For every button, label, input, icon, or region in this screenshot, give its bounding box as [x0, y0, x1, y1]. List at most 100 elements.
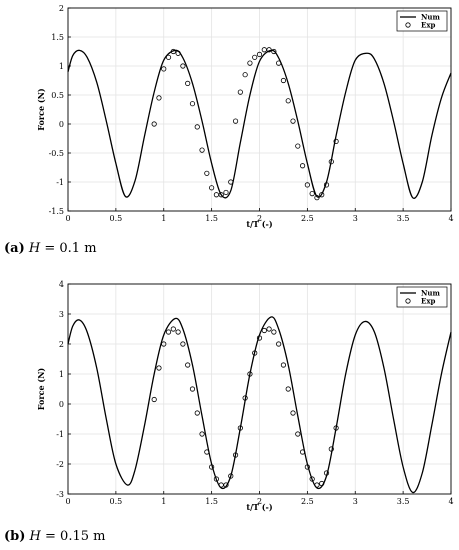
- x-axis-label: t/T (-): [246, 219, 272, 229]
- x-tick-label: 0: [65, 497, 70, 506]
- data-point-exp: [175, 50, 181, 56]
- x-tick-label: 0.5: [110, 497, 123, 506]
- x-tick-label: 2.5: [301, 497, 314, 506]
- data-point-exp: [161, 341, 167, 347]
- y-tick-label: 3: [59, 310, 64, 319]
- caption-b-var: H: [29, 529, 41, 544]
- chart-1: 0 0.5 1 1.5 2 2.5 3 3.5 4 -3 -2 -1 0 1 2 3 4 t/T (-) Force…: [36, 280, 454, 512]
- legend-label: Exp: [421, 297, 436, 306]
- caption-a-tag: (a): [4, 241, 25, 256]
- data-point-exp: [218, 192, 224, 198]
- x-tick-label: 3.5: [397, 214, 410, 223]
- data-point-exp: [333, 425, 339, 431]
- x-tick-label: 0: [65, 214, 70, 223]
- legend-label: Num: [421, 289, 440, 298]
- x-tick-label: 1: [161, 214, 166, 223]
- data-point-exp: [189, 386, 196, 392]
- data-point-exp: [228, 473, 234, 479]
- data-point-exp: [213, 192, 220, 198]
- data-point-exp: [228, 179, 234, 185]
- data-point-exp: [199, 431, 205, 437]
- data-point-exp: [285, 386, 291, 392]
- data-point-exp: [209, 464, 215, 470]
- data-point-exp: [175, 329, 181, 335]
- data-point-exp: [242, 72, 248, 78]
- x-tick-label: 0.5: [110, 214, 123, 223]
- data-point-exp: [252, 350, 258, 356]
- y-tick-label: -2: [56, 460, 64, 469]
- data-point-exp: [295, 143, 301, 149]
- data-point-exp: [256, 335, 263, 341]
- data-point-exp: [247, 371, 253, 377]
- x-tick-label: 4: [448, 214, 453, 223]
- x-tick-label: 2: [257, 497, 262, 506]
- data-point-exp: [280, 77, 287, 84]
- data-point-exp: [204, 170, 210, 176]
- series-line-num: [67, 49, 452, 199]
- plot-frame: [67, 283, 452, 495]
- data-point-exp: [156, 365, 162, 371]
- data-point-exp: [290, 118, 296, 124]
- data-point-exp: [276, 60, 282, 66]
- data-point-exp: [252, 54, 258, 60]
- series-line-num: [67, 316, 452, 494]
- data-point-exp: [156, 95, 162, 101]
- data-point-exp: [285, 98, 291, 104]
- caption-a-eq: = 0.1 m: [44, 241, 97, 256]
- data-point-exp: [194, 124, 200, 130]
- data-point-exp: [256, 51, 263, 58]
- data-point-exp: [180, 63, 186, 69]
- legend-label: Exp: [421, 21, 436, 30]
- x-tick-label: 3: [353, 214, 358, 223]
- x-tick-label: 4: [448, 497, 453, 506]
- data-point-exp: [261, 327, 267, 334]
- caption-b-eq: = 0.15 m: [45, 529, 106, 544]
- data-point-exp: [319, 192, 325, 198]
- data-point-exp: [199, 147, 205, 153]
- data-point-exp: [309, 476, 315, 482]
- y-tick-label: -0.5: [49, 149, 64, 158]
- data-point-exp: [204, 449, 210, 455]
- x-tick-label: 3: [353, 497, 358, 506]
- y-axis-label: Force (N): [36, 368, 46, 411]
- data-point-exp: [299, 163, 306, 169]
- x-axis-label: t/T (-): [246, 502, 272, 512]
- data-point-exp: [247, 60, 253, 66]
- legend-marker-swatch: [405, 298, 411, 304]
- data-point-exp: [333, 138, 339, 144]
- legend-box: [396, 10, 448, 32]
- data-point-exp: [261, 47, 267, 53]
- data-point-exp: [170, 48, 176, 55]
- data-point-exp: [304, 464, 310, 470]
- y-tick-label: 2: [59, 4, 64, 13]
- data-point-exp: [213, 476, 220, 482]
- data-point-exp: [237, 89, 243, 95]
- caption-a-var: H: [28, 241, 41, 256]
- y-tick-label: -1: [56, 430, 64, 439]
- data-point-exp: [237, 425, 243, 431]
- data-point-exp: [314, 482, 320, 488]
- plot-frame: [67, 7, 452, 212]
- data-point-exp: [151, 396, 157, 403]
- y-tick-label: -1.5: [49, 207, 64, 216]
- x-tick-label: 2: [257, 214, 262, 223]
- data-point-exp: [271, 48, 277, 55]
- y-tick-label: 1: [59, 370, 64, 379]
- data-point-exp: [271, 329, 277, 335]
- data-point-exp: [290, 410, 296, 416]
- y-tick-label: 4: [59, 280, 64, 289]
- legend-box: [396, 286, 448, 308]
- data-point-exp: [323, 182, 330, 188]
- data-point-exp: [223, 189, 229, 196]
- data-point-exp: [323, 470, 330, 476]
- y-tick-label: 0: [59, 120, 64, 129]
- legend-marker-swatch: [405, 22, 411, 28]
- data-point-exp: [295, 431, 301, 437]
- x-tick-label: 3.5: [397, 497, 410, 506]
- data-point-exp: [299, 449, 306, 455]
- y-tick-label: -3: [56, 490, 64, 499]
- chart-0: 0 0.5 1 1.5 2 2.5 3 3.5 4-1.5-1-0.500.511.52t/T …: [36, 4, 454, 229]
- y-axis-label: Force (N): [36, 88, 46, 131]
